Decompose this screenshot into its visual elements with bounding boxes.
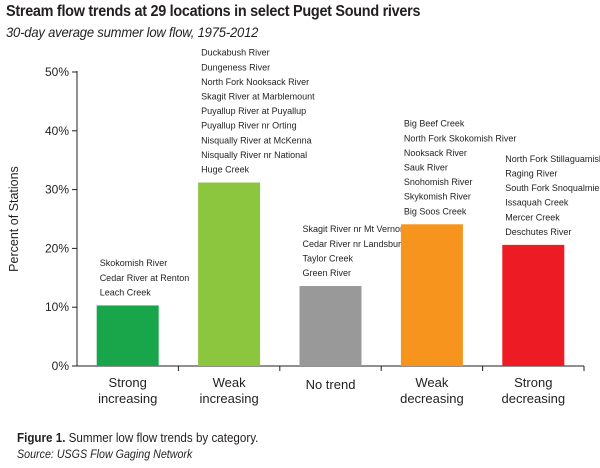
- x-tick-label: Weak: [213, 375, 246, 390]
- data-label: Leach Creek: [100, 287, 152, 297]
- chart-title: Stream flow trends at 29 locations in se…: [6, 3, 421, 20]
- data-label: Skagit River at Marblemount: [201, 92, 315, 102]
- bar: [400, 224, 463, 366]
- data-label: Duckabush River: [201, 48, 270, 58]
- data-label: Cedar River at Renton: [100, 273, 190, 283]
- data-label: Puyallup River at Puyallup: [201, 106, 306, 116]
- source-note: Source: USGS Flow Gaging Network: [17, 449, 193, 461]
- data-label: Big Beef Creek: [404, 119, 465, 129]
- y-tick-label: 40%: [45, 124, 69, 138]
- y-axis-title: Percent of Stations: [7, 166, 21, 272]
- x-tick-label: decreasing: [501, 391, 565, 406]
- data-label: Puyallup River nr Orting: [201, 121, 297, 131]
- figure-label: Figure 1.: [17, 431, 66, 445]
- data-label: Sauk River: [404, 162, 448, 172]
- data-label: Issaquah Creek: [505, 198, 569, 208]
- data-label: Skagit River nr Mt Vernon: [303, 224, 406, 234]
- figure-caption: Figure 1. Summer low flow trends by cate…: [17, 431, 258, 445]
- x-tick-label: Weak: [415, 375, 448, 390]
- x-tick-label: decreasing: [400, 391, 464, 406]
- bar: [299, 286, 362, 366]
- data-label: Raging River: [505, 168, 557, 178]
- data-label: Snohomish River: [404, 177, 473, 187]
- data-label: Cedar River nr Landsburg: [303, 239, 407, 249]
- data-label: North Fork Skokomish River: [404, 133, 517, 143]
- data-label: North Fork Stillaguamish River: [505, 154, 600, 164]
- x-tick-label: increasing: [98, 391, 157, 406]
- x-tick-label: increasing: [199, 391, 258, 406]
- data-label: Big Soos Creek: [404, 206, 467, 216]
- figure-text: Summer low flow trends by category.: [65, 431, 259, 445]
- x-tick-label: Strong: [514, 375, 552, 390]
- data-label: North Fork Nooksack River: [201, 77, 309, 87]
- chart-subtitle: 30-day average summer low flow, 1975-201…: [6, 24, 259, 40]
- data-label: Green River: [303, 268, 352, 278]
- data-label: South Fork Snoqualmie River: [505, 183, 600, 193]
- bar: [96, 305, 159, 366]
- bar: [198, 182, 261, 366]
- data-label: Nisqually River nr National: [201, 150, 307, 160]
- y-tick-label: 10%: [45, 300, 69, 314]
- data-label: Nisqually River at McKenna: [201, 135, 312, 145]
- data-label: Huge Creek: [201, 165, 250, 175]
- data-label: Deschutes River: [505, 227, 571, 237]
- data-label: Mercer Creek: [505, 212, 560, 222]
- bar: [502, 244, 565, 366]
- y-tick-label: 0%: [52, 359, 70, 373]
- y-tick-label: 20%: [45, 241, 69, 255]
- data-label: Taylor Creek: [303, 253, 354, 263]
- y-tick-label: 30%: [45, 183, 69, 197]
- x-tick-label: No trend: [306, 377, 356, 392]
- data-label: Skokomish River: [100, 258, 168, 268]
- data-label: Skykomish River: [404, 192, 471, 202]
- y-tick-label: 50%: [45, 65, 69, 79]
- data-label: Dungeness River: [201, 62, 270, 72]
- x-tick-label: Strong: [109, 375, 147, 390]
- data-label: Nooksack River: [404, 148, 467, 158]
